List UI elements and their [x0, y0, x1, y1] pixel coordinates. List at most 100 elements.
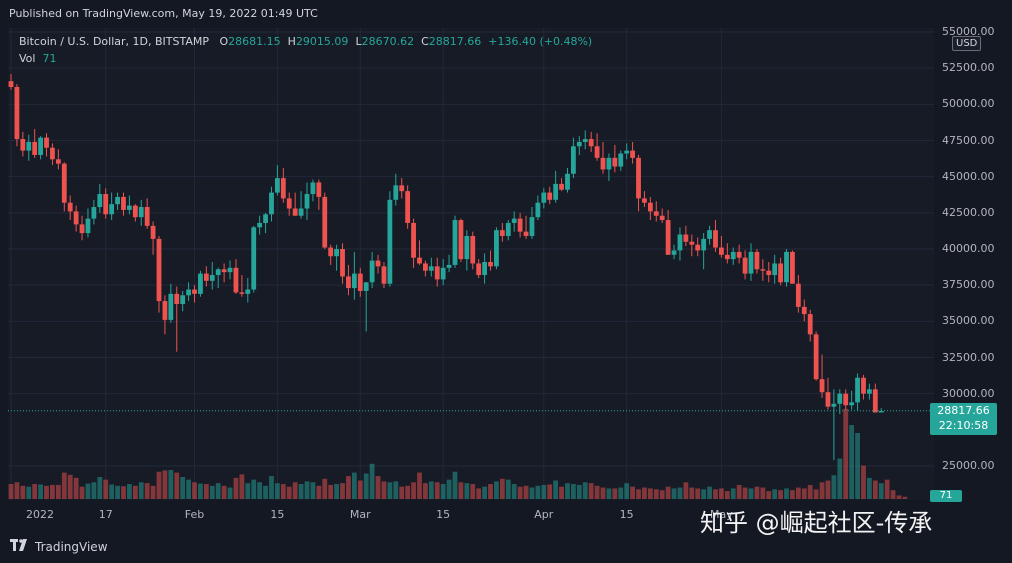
- x-tick-label: Feb: [184, 508, 205, 521]
- candle-body: [647, 202, 653, 212]
- volume-bar: [499, 478, 505, 499]
- candle-body: [215, 269, 221, 276]
- candle-body: [861, 377, 866, 394]
- volume-bar: [263, 485, 268, 499]
- volume-bar: [417, 472, 422, 499]
- volume-bar: [458, 482, 464, 499]
- candle-body: [511, 218, 517, 223]
- y-tick-label: 47500.00: [942, 133, 995, 147]
- y-tick-label: 50000.00: [942, 97, 995, 111]
- volume-bar: [571, 484, 576, 499]
- last-price-box: 28817.66 22:10:58: [930, 403, 997, 435]
- candle-body: [671, 250, 677, 255]
- candle-body: [85, 218, 91, 234]
- candle-body: [32, 141, 38, 155]
- top-bar: Published on TradingView.com, May 19, 20…: [0, 0, 1012, 28]
- volume-bar: [174, 472, 180, 499]
- volume-bar: [529, 487, 535, 499]
- currency-button[interactable]: USD: [952, 36, 982, 51]
- candle-body: [630, 150, 635, 158]
- x-tick-label: May: [710, 508, 733, 521]
- candle-body: [778, 263, 783, 283]
- candle-body: [298, 208, 304, 216]
- volume-bar: [387, 482, 393, 499]
- candle-body: [304, 194, 310, 209]
- candle-body: [719, 247, 724, 255]
- volume-bar: [612, 488, 618, 499]
- volume-bar: [239, 474, 245, 499]
- candle-body: [434, 266, 440, 280]
- tradingview-logo[interactable]: TradingView: [10, 539, 108, 554]
- candles: [8, 73, 884, 461]
- volume-bar: [766, 491, 772, 499]
- volume-bar: [642, 487, 647, 499]
- volume-bar: [807, 484, 813, 499]
- candle-body: [275, 178, 280, 193]
- candle-body: [405, 191, 411, 223]
- candle-body: [677, 234, 683, 251]
- candle-body: [736, 251, 742, 258]
- candle-body: [707, 230, 712, 239]
- volume-bar: [452, 471, 458, 499]
- volume-bar: [67, 474, 73, 499]
- candle-body: [115, 196, 120, 205]
- candle-body: [582, 139, 588, 142]
- volume-bars: [8, 408, 908, 499]
- candle-body: [499, 230, 505, 236]
- volume-bar: [730, 488, 736, 499]
- candle-body: [559, 183, 564, 190]
- volume-bar: [742, 487, 748, 499]
- volume-bar: [340, 483, 345, 499]
- volume-bar: [334, 484, 339, 499]
- x-tick-label: 15: [270, 508, 285, 521]
- volume-bar: [624, 483, 630, 499]
- candle-body: [286, 198, 292, 209]
- candle-body: [97, 194, 103, 208]
- published-label: Published on TradingView.com, May 19, 20…: [9, 7, 318, 20]
- symbol-label: Bitcoin / U.S. Dollar, 1D, BITSTAMP: [19, 35, 209, 48]
- volume-bar: [790, 490, 795, 499]
- volume-bar: [867, 477, 872, 499]
- candle-body: [813, 334, 819, 380]
- candle-body: [103, 194, 109, 215]
- volume-bar: [310, 482, 316, 499]
- volume-bar: [618, 487, 624, 499]
- candle-body: [476, 263, 482, 276]
- volume-bar: [304, 481, 310, 499]
- volume-bar: [653, 489, 659, 499]
- y-tick-label: 52500.00: [942, 61, 995, 75]
- candle-body: [547, 192, 553, 200]
- time-axis[interactable]: [0, 500, 1012, 563]
- candle-body: [683, 234, 689, 242]
- candle-body: [328, 247, 334, 257]
- candle-body: [363, 282, 369, 291]
- y-tick-label: 40000.00: [942, 242, 995, 255]
- candle-body: [55, 159, 61, 164]
- candle-body: [121, 196, 126, 210]
- volume-bar: [535, 485, 541, 499]
- volume-bar: [547, 484, 553, 499]
- volume-bar: [32, 484, 38, 499]
- volume-bar: [831, 475, 837, 499]
- volume-bar: [405, 485, 411, 499]
- volume-bar: [411, 482, 416, 499]
- volume-bar: [565, 483, 570, 499]
- volume-bar: [138, 482, 144, 499]
- change-value: +136.40 (+0.48%): [488, 35, 593, 48]
- volume-bar: [884, 479, 890, 499]
- y-tick-label: 37500.00: [942, 278, 995, 292]
- volume-bar: [38, 484, 43, 499]
- candle-body: [316, 182, 322, 197]
- candle-body: [8, 81, 14, 87]
- high-label: H: [287, 35, 296, 48]
- volume-bar: [8, 484, 14, 499]
- volume-value-box: 71: [930, 490, 962, 502]
- volume-bar: [132, 485, 138, 499]
- volume-bar: [280, 484, 286, 499]
- candle-body: [334, 249, 339, 257]
- candle-body: [180, 295, 186, 304]
- candle-body: [280, 178, 286, 199]
- candle-body: [20, 139, 26, 151]
- volume-bar: [517, 486, 523, 499]
